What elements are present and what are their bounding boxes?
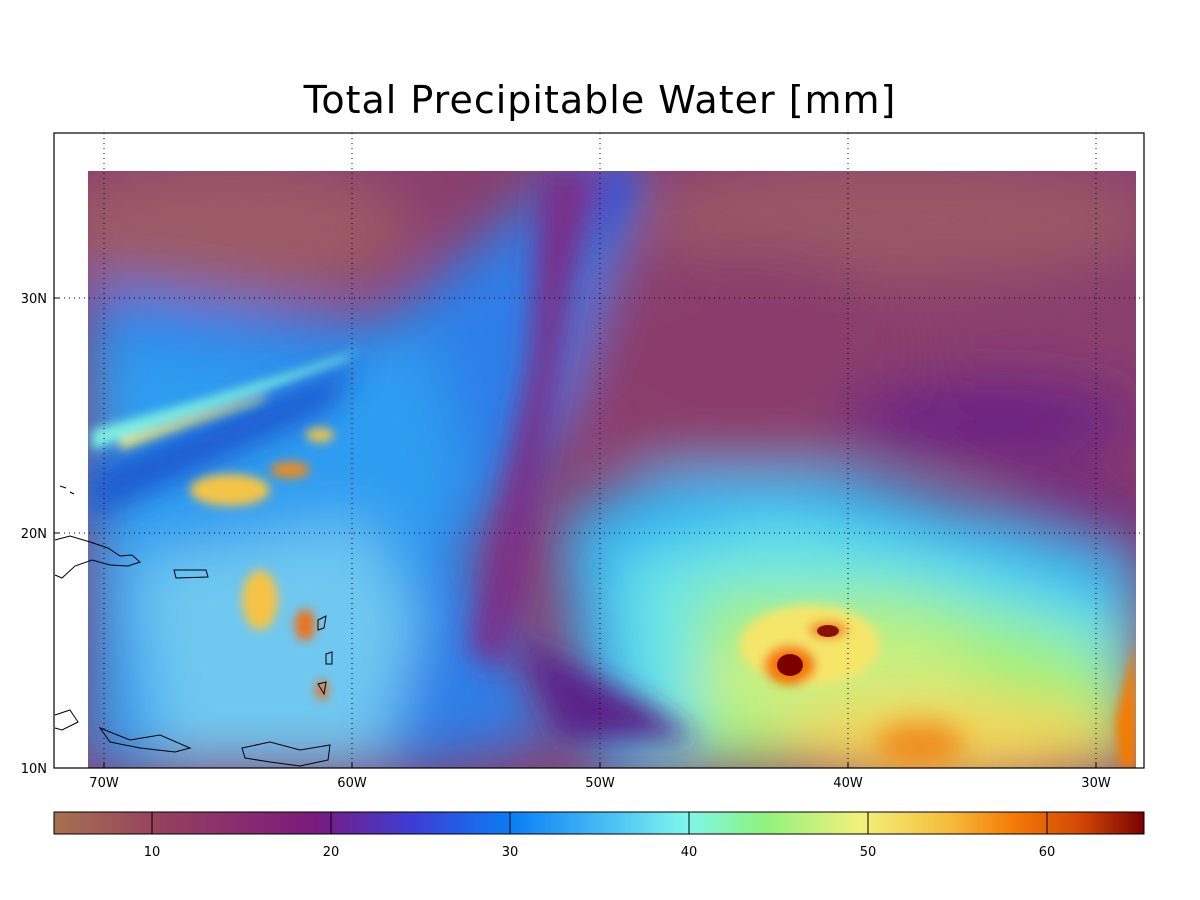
lon-label-70w: 70W xyxy=(89,776,119,791)
map-gridlines xyxy=(54,133,1144,768)
coastlines xyxy=(54,485,333,767)
colorbar-label-60: 60 xyxy=(1039,845,1056,860)
colorbar xyxy=(53,811,1145,835)
colorbar-label-30: 30 xyxy=(502,845,519,860)
colorbar-ticks xyxy=(151,812,1048,834)
lat-label-30n: 30N xyxy=(21,292,47,307)
water-vapor-field xyxy=(88,171,1136,768)
lon-label-60w: 60W xyxy=(337,776,367,791)
colorbar-label-20: 20 xyxy=(323,845,340,860)
map-title: Total Precipitable Water [mm] xyxy=(303,78,897,122)
axis-ticks xyxy=(54,297,1097,768)
lon-label-50w: 50W xyxy=(585,776,615,791)
colorbar-label-50: 50 xyxy=(860,845,877,860)
lon-label-40w: 40W xyxy=(833,776,863,791)
colorbar-label-40: 40 xyxy=(681,845,698,860)
map-frame xyxy=(53,132,1145,769)
lon-label-30w: 30W xyxy=(1081,776,1111,791)
lat-label-10n: 10N xyxy=(21,762,47,777)
colorbar-label-10: 10 xyxy=(144,845,161,860)
lat-label-20n: 20N xyxy=(21,527,47,542)
